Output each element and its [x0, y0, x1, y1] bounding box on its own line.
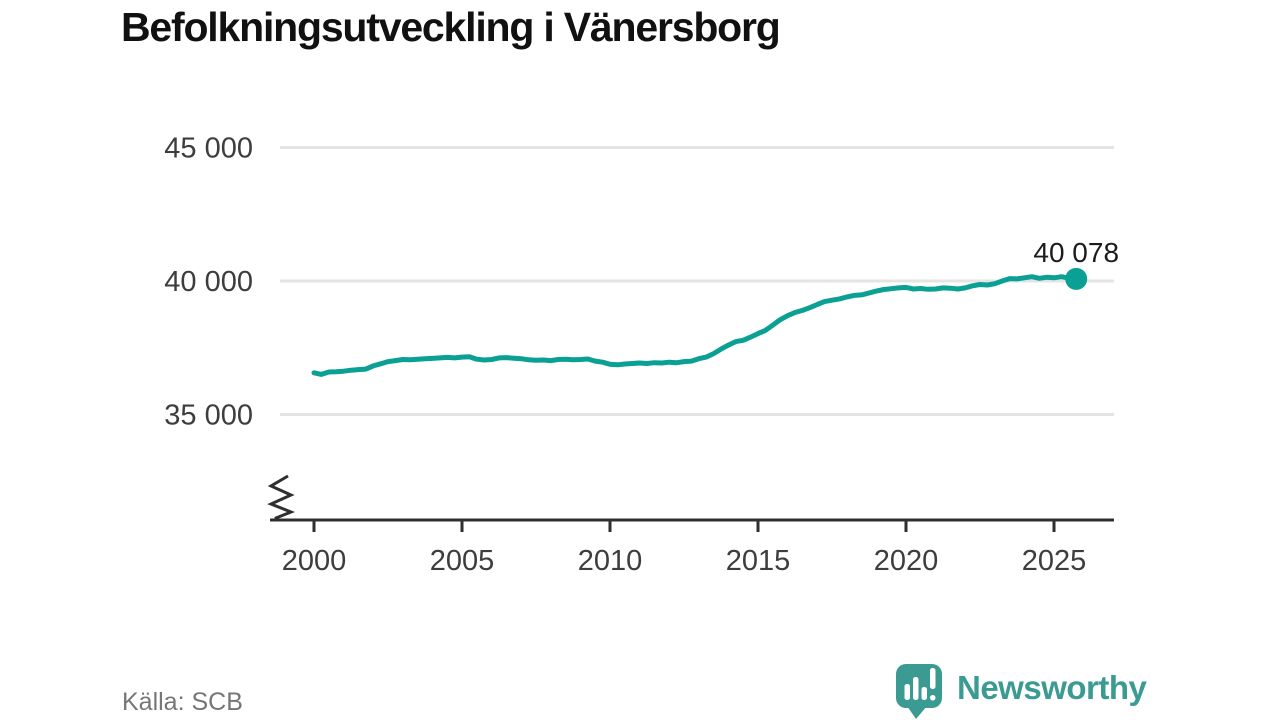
source-label: Källa: SCB: [122, 688, 243, 716]
end-point-value-label: 40 078: [1033, 237, 1119, 268]
x-axis-tick-label: 2010: [578, 545, 643, 577]
x-axis-tick-label: 2000: [282, 545, 347, 577]
newsworthy-logo-text: Newsworthy: [957, 669, 1147, 706]
end-point-marker: [1065, 267, 1088, 290]
newsworthy-logo: Newsworthy: [893, 662, 1147, 720]
population-line-chart: 45 000 40 000 35 000 2000 2005 2010 2015 2020 20…: [164, 133, 1119, 578]
y-axis-tick-label: 40 000: [164, 266, 253, 298]
x-axis-tick-label: 2020: [874, 545, 939, 577]
chart-title: Befolkningsutveckling i Vänersborg: [121, 4, 781, 50]
y-axis-tick-label: 35 000: [164, 400, 253, 432]
x-axis-tick-label: 2025: [1022, 545, 1087, 577]
x-axis-tick-label: 2015: [726, 545, 791, 577]
newsworthy-logo-icon: [896, 664, 942, 719]
x-axis-tick-label: 2005: [430, 545, 495, 577]
population-line: [311, 274, 1079, 377]
y-axis-tick-label: 45 000: [164, 133, 253, 165]
axis-break-icon: [267, 474, 296, 520]
